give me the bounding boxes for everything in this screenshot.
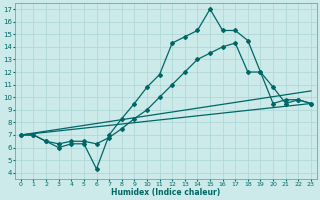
X-axis label: Humidex (Indice chaleur): Humidex (Indice chaleur) xyxy=(111,188,220,197)
